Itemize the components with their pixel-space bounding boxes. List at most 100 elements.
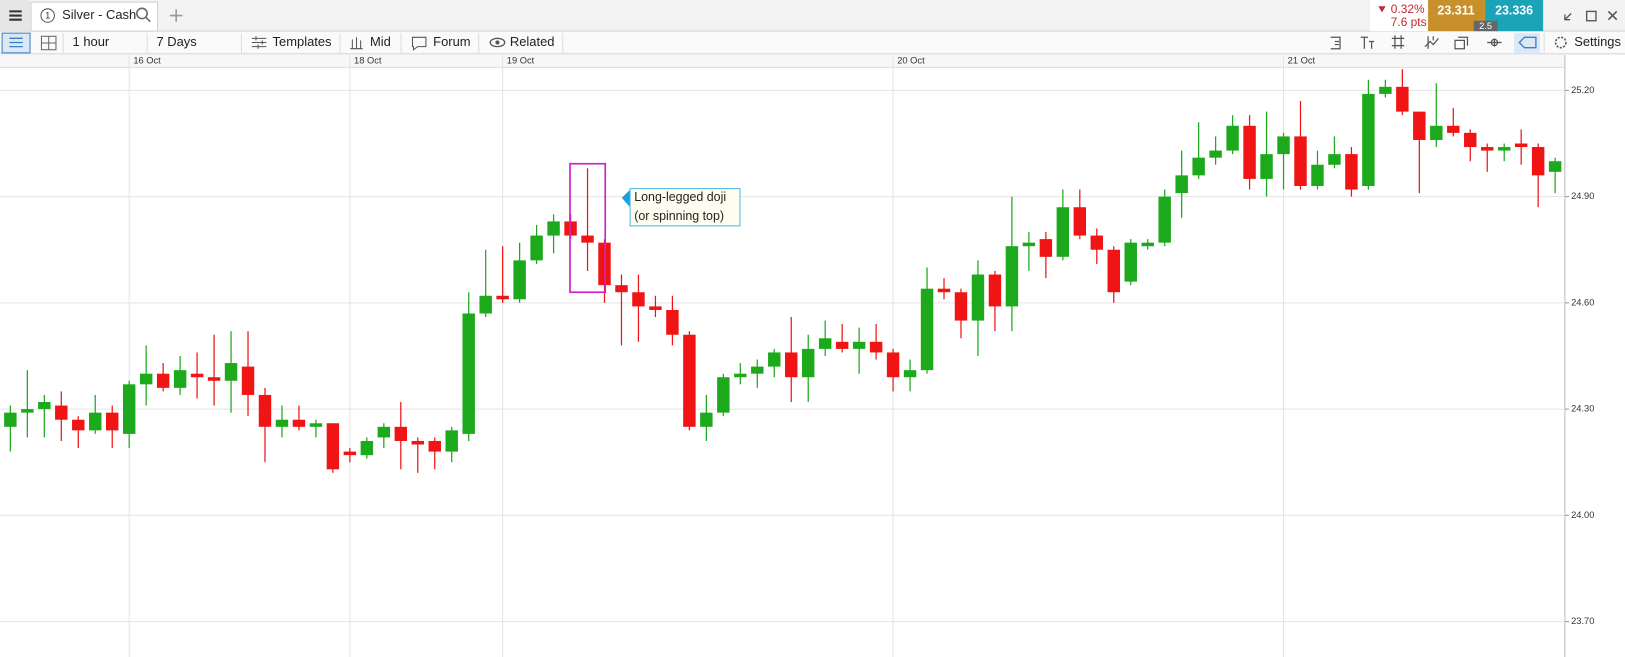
candle-body <box>700 412 713 427</box>
candle-body <box>377 426 391 438</box>
candle-body <box>156 373 170 388</box>
candle-body <box>869 341 883 353</box>
down-arrow <box>1378 6 1386 13</box>
candle-body <box>920 288 934 371</box>
candle-body <box>1328 154 1341 165</box>
y-tick-label: 25.20 <box>1571 85 1594 95</box>
candle-body <box>496 295 509 300</box>
settings[interactable]: Settings <box>1574 34 1621 49</box>
tool-icon <box>1330 36 1341 50</box>
candle-body <box>411 440 424 445</box>
candle-body <box>666 309 679 335</box>
candle-body <box>21 409 34 413</box>
candle-body <box>4 412 17 427</box>
mid[interactable]: Mid <box>370 34 391 49</box>
chart-tools[interactable] <box>1330 35 1502 50</box>
candle-body <box>343 451 357 456</box>
candle-body <box>717 377 730 413</box>
tab[interactable]: 1 Silver - Cash <box>30 1 159 32</box>
maximize-icon[interactable] <box>1585 10 1597 22</box>
mid-icon <box>350 37 363 50</box>
candle-body <box>1090 235 1104 250</box>
candle-body <box>1430 125 1443 140</box>
interval[interactable]: 1 hour <box>73 34 110 49</box>
candle-body <box>224 363 238 381</box>
change-pts: 7.6 pts <box>1391 15 1427 29</box>
callout-box <box>629 188 741 227</box>
candle-body <box>445 430 458 452</box>
candle-body <box>479 295 492 314</box>
candle-body <box>1073 207 1087 236</box>
tool-icon <box>1391 35 1405 49</box>
candle-body <box>1548 161 1562 172</box>
candle-body <box>309 423 323 427</box>
y-tick-label: 24.00 <box>1571 510 1594 520</box>
add-tab[interactable] <box>169 9 183 22</box>
candle-body <box>1056 207 1070 257</box>
candle-body <box>360 440 374 456</box>
candle-body <box>835 341 849 349</box>
candle-body <box>852 341 866 349</box>
buy-price: 23.336 <box>1495 4 1533 18</box>
candle-body <box>954 292 968 321</box>
candle-body <box>632 292 645 307</box>
related[interactable]: Related <box>510 34 555 49</box>
annotation-line: (or spinning top) <box>634 209 724 223</box>
tab-title: Silver - Cash <box>62 7 136 22</box>
related-icon-dot <box>495 40 500 45</box>
candle-body <box>937 288 951 293</box>
annotation-line: Long-legged doji <box>634 190 726 204</box>
candle-body <box>1022 242 1036 247</box>
spread: 2.5 <box>1479 21 1492 31</box>
candle-body <box>1396 86 1409 112</box>
candle-body <box>1124 242 1137 282</box>
close-icon[interactable] <box>1607 10 1618 21</box>
toolbar <box>0 32 1625 54</box>
candle-body <box>1107 249 1120 293</box>
tag-icon <box>1518 36 1537 49</box>
candle-body <box>1158 196 1171 243</box>
candle-body <box>1413 111 1426 140</box>
list-icon <box>9 37 23 48</box>
forum[interactable]: Forum <box>433 34 470 49</box>
related-icon <box>489 37 506 48</box>
range[interactable]: 7 Days <box>156 34 196 49</box>
candle-body <box>734 373 747 378</box>
candle-body <box>89 412 102 431</box>
candle-body <box>326 423 340 470</box>
candles <box>4 69 1562 473</box>
candle-body <box>72 419 85 431</box>
x-tick-label: 18 Oct <box>354 56 382 66</box>
x-tick-label: 19 Oct <box>507 56 535 66</box>
candle-body <box>1345 154 1358 190</box>
candle-body <box>1005 246 1019 307</box>
candle-body <box>768 352 781 367</box>
candle-body <box>1039 239 1053 257</box>
highlight-box <box>569 162 607 294</box>
search-icon-handle <box>145 17 151 23</box>
candle-body <box>275 419 289 427</box>
candle-body <box>190 373 204 378</box>
tool-icon <box>1360 36 1375 49</box>
undock-icon[interactable] <box>1564 12 1572 21</box>
candle-body <box>988 274 1002 307</box>
candle-body <box>1243 125 1256 179</box>
tab-badge <box>40 8 55 23</box>
candle-body <box>1175 175 1188 194</box>
candle-body <box>1362 93 1375 186</box>
callout-pointer <box>621 189 631 208</box>
templates[interactable]: Templates <box>273 34 332 49</box>
tool-icon <box>1490 38 1499 47</box>
candle-body <box>1192 157 1205 176</box>
candle-body <box>1497 147 1511 151</box>
candle-body <box>751 366 764 374</box>
candle-body <box>1209 150 1222 158</box>
menu-button[interactable] <box>0 0 31 32</box>
candle-body <box>1464 132 1477 148</box>
candle-body <box>513 260 526 300</box>
candle-body <box>581 235 594 243</box>
candle-body <box>139 373 153 385</box>
candle-body <box>55 405 68 420</box>
